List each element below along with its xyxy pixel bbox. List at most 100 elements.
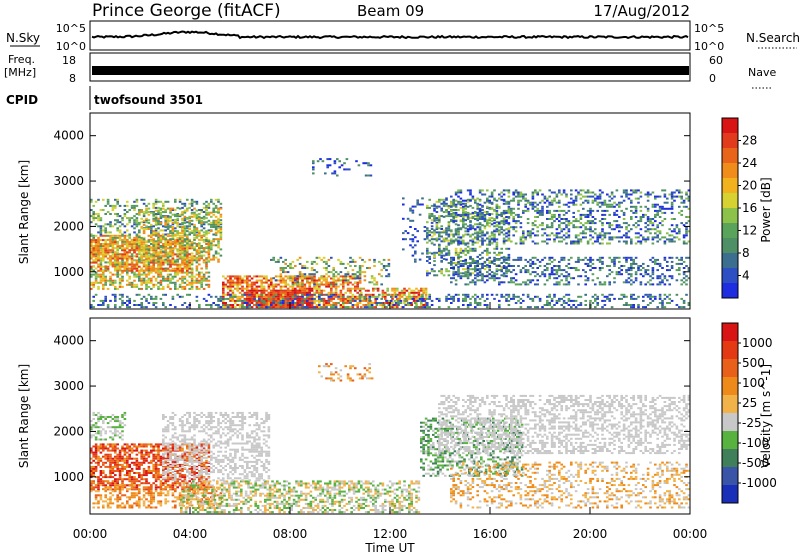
heatmap-cell (517, 207, 520, 210)
heatmap-cell (130, 206, 134, 209)
heatmap-cell (420, 289, 423, 292)
heatmap-cell (405, 295, 409, 298)
heatmap-cell (121, 247, 124, 250)
heatmap-cell (190, 241, 194, 244)
heatmap-cell (637, 267, 640, 269)
heatmap-cell (159, 239, 163, 242)
heatmap-cell (402, 197, 405, 200)
heatmap-cell (560, 209, 563, 212)
heatmap-cell (205, 267, 208, 270)
heatmap-cell (258, 275, 261, 278)
heatmap-cell (181, 277, 184, 280)
heatmap-cell (372, 295, 375, 298)
heatmap-cell (454, 262, 458, 264)
heatmap-cell (198, 275, 201, 278)
heatmap-cell (534, 209, 537, 212)
heatmap-cell (188, 267, 191, 270)
heatmap-cell (126, 253, 129, 256)
heatmap-cell (339, 260, 343, 263)
heatmap-cell (231, 285, 235, 288)
heatmap-cell (332, 297, 335, 300)
heatmap-cell (466, 233, 470, 236)
heatmap-cell (418, 203, 422, 206)
heatmap-cell (198, 281, 201, 284)
freq-trace (92, 66, 689, 75)
heatmap-cell (178, 245, 182, 248)
heatmap-cell (452, 233, 455, 236)
heatmap-cell (685, 216, 688, 218)
heatmap-cell (92, 265, 95, 268)
heatmap-cell (464, 275, 467, 278)
heatmap-cell (565, 283, 568, 286)
heatmap-cell (337, 297, 340, 300)
heatmap-cell (459, 255, 463, 258)
heatmap-cell (210, 211, 213, 214)
heatmap-cell (183, 261, 187, 264)
heatmap-cell (349, 291, 352, 294)
heatmap-cell (428, 262, 431, 264)
heatmap-cell (637, 224, 640, 227)
heatmap-cell (409, 209, 412, 212)
heatmap-cell (145, 247, 148, 250)
heatmap-cell (493, 230, 496, 233)
heatmap-cell (462, 242, 465, 245)
heatmap-cell (94, 271, 98, 274)
heatmap-cell (176, 248, 179, 251)
heatmap-cell (133, 283, 136, 286)
heatmap-cell (531, 191, 535, 194)
noise-left-label: N.Sky (6, 31, 40, 45)
heatmap-cell (505, 189, 508, 192)
heatmap-cell (188, 259, 191, 262)
heatmap-cell (493, 258, 496, 261)
heatmap-cell (450, 233, 453, 236)
heatmap-cell (157, 255, 160, 258)
heatmap-cell (99, 233, 103, 236)
heatmap-cell (193, 236, 196, 239)
heatmap-cell (478, 253, 482, 256)
heatmap-cell (400, 291, 404, 294)
heatmap-cell (495, 228, 499, 231)
heatmap-cell (92, 253, 95, 256)
heatmap-cell (150, 227, 153, 230)
heatmap-cell (582, 232, 585, 235)
heatmap-cell (210, 230, 213, 233)
heatmap-cell (685, 242, 688, 245)
heatmap-cell (481, 267, 484, 269)
heatmap-cell (502, 213, 506, 215)
heatmap-cell (310, 269, 314, 272)
heatmap-cell (450, 205, 453, 208)
heatmap-cell (286, 291, 290, 294)
heatmap-cell (111, 283, 115, 286)
heatmap-cell (236, 287, 239, 290)
heatmap-cell (452, 273, 455, 276)
heatmap-cell (615, 209, 619, 212)
heatmap-cell (229, 304, 232, 306)
heatmap-cell (495, 268, 499, 271)
heatmap-cell (471, 247, 475, 250)
heatmap-cell (262, 291, 266, 294)
heatmap-cell (498, 205, 501, 208)
heatmap-cell (546, 218, 549, 220)
heatmap-cell (178, 234, 182, 237)
heatmap-cell (272, 283, 275, 286)
heatmap-cell (358, 256, 362, 259)
heatmap-cell (229, 299, 232, 302)
heatmap-cell (474, 228, 477, 231)
heatmap-cell (531, 201, 535, 204)
heatmap-cell (464, 215, 467, 218)
heatmap-cell (183, 267, 187, 270)
heatmap-cell (546, 205, 549, 208)
heatmap-cell (97, 273, 100, 276)
heatmap-cell (327, 297, 331, 300)
heatmap-cell (150, 246, 153, 249)
heatmap-cell (104, 253, 107, 256)
heatmap-cell (104, 239, 107, 242)
heatmap-cell (106, 202, 110, 205)
heatmap-cell (498, 277, 501, 280)
heatmap-cell (358, 275, 362, 278)
heatmap-cell (154, 244, 158, 247)
heatmap-cell (490, 207, 494, 210)
heatmap-cell (601, 191, 604, 194)
heatmap-cell (111, 253, 115, 256)
heatmap-cell (376, 287, 380, 290)
